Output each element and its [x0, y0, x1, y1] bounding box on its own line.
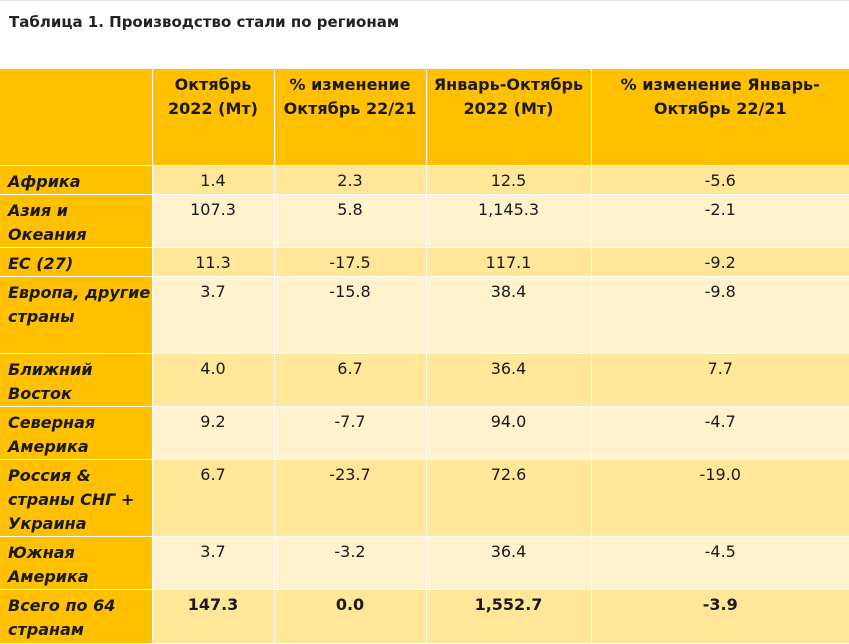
ytd-change-value: -4.5 [591, 536, 849, 590]
october-value: 6.7 [152, 459, 275, 537]
region-cell: Азия и Океания [0, 194, 153, 248]
table-row: Азия и Океания 107.3 5.8 1,145.3 -2.1 [0, 194, 849, 248]
october-change-value: -3.2 [274, 536, 427, 590]
ytd-value: 38.4 [426, 276, 592, 354]
ytd-change-value: 7.7 [591, 353, 849, 407]
header-cell-ytd-change: % изменение Январь-Октябрь 22/21 [591, 69, 849, 166]
october-change-value: -7.7 [274, 406, 427, 460]
ytd-change-value: -9.8 [591, 276, 849, 354]
total-row: Всего по 64 странам 147.3 0.0 1,552.7 -3… [0, 589, 849, 644]
table-row: Ближний Восток 4.0 6.7 36.4 7.7 [0, 353, 849, 407]
october-change-value: -17.5 [274, 247, 427, 277]
october-value: 4.0 [152, 353, 275, 407]
region-cell: Северная Америка [0, 406, 153, 460]
ytd-change-value: -3.9 [591, 589, 849, 644]
october-change-value: -23.7 [274, 459, 427, 537]
ytd-value: 36.4 [426, 536, 592, 590]
ytd-change-value: -4.7 [591, 406, 849, 460]
table-row: Европа, другие страны 3.7 -15.8 38.4 -9.… [0, 276, 849, 354]
table-row: Африка 1.4 2.3 12.5 -5.6 [0, 165, 849, 195]
header-cell-october-change: % изменение Октябрь 22/21 [274, 69, 427, 166]
october-value: 11.3 [152, 247, 275, 277]
ytd-value: 1,145.3 [426, 194, 592, 248]
october-value: 107.3 [152, 194, 275, 248]
header-cell-october: Октябрь 2022 (Мт) [152, 69, 275, 166]
region-cell: ЕС (27) [0, 247, 153, 277]
header-row: Октябрь 2022 (Мт) % изменение Октябрь 22… [0, 69, 849, 166]
october-change-value: 5.8 [274, 194, 427, 248]
region-cell: Европа, другие страны [0, 276, 153, 354]
october-value: 3.7 [152, 536, 275, 590]
title-area: Таблица 1. Производство стали по региона… [0, 0, 849, 69]
region-cell: Россия & страны СНГ + Украина [0, 459, 153, 537]
october-value: 3.7 [152, 276, 275, 354]
ytd-value: 12.5 [426, 165, 592, 195]
october-value: 1.4 [152, 165, 275, 195]
ytd-value: 117.1 [426, 247, 592, 277]
region-cell: Всего по 64 странам [0, 589, 153, 644]
ytd-change-value: -2.1 [591, 194, 849, 248]
ytd-change-value: -9.2 [591, 247, 849, 277]
october-change-value: 0.0 [274, 589, 427, 644]
steel-production-table: Октябрь 2022 (Мт) % изменение Октябрь 22… [0, 69, 849, 644]
october-change-value: 6.7 [274, 353, 427, 407]
header-cell-ytd: Январь-Октябрь 2022 (Мт) [426, 69, 592, 166]
october-change-value: 2.3 [274, 165, 427, 195]
header-cell-region [0, 69, 153, 166]
table-row: Южная Америка 3.7 -3.2 36.4 -4.5 [0, 536, 849, 590]
table-row: ЕС (27) 11.3 -17.5 117.1 -9.2 [0, 247, 849, 277]
october-value: 147.3 [152, 589, 275, 644]
region-cell: Ближний Восток [0, 353, 153, 407]
ytd-value: 36.4 [426, 353, 592, 407]
region-cell: Африка [0, 165, 153, 195]
ytd-change-value: -5.6 [591, 165, 849, 195]
region-cell: Южная Америка [0, 536, 153, 590]
ytd-value: 94.0 [426, 406, 592, 460]
table-row: Северная Америка 9.2 -7.7 94.0 -4.7 [0, 406, 849, 460]
table-row: Россия & страны СНГ + Украина 6.7 -23.7 … [0, 459, 849, 537]
ytd-value: 72.6 [426, 459, 592, 537]
ytd-change-value: -19.0 [591, 459, 849, 537]
ytd-value: 1,552.7 [426, 589, 592, 644]
october-change-value: -15.8 [274, 276, 427, 354]
october-value: 9.2 [152, 406, 275, 460]
table-title: Таблица 1. Производство стали по региона… [9, 13, 400, 31]
